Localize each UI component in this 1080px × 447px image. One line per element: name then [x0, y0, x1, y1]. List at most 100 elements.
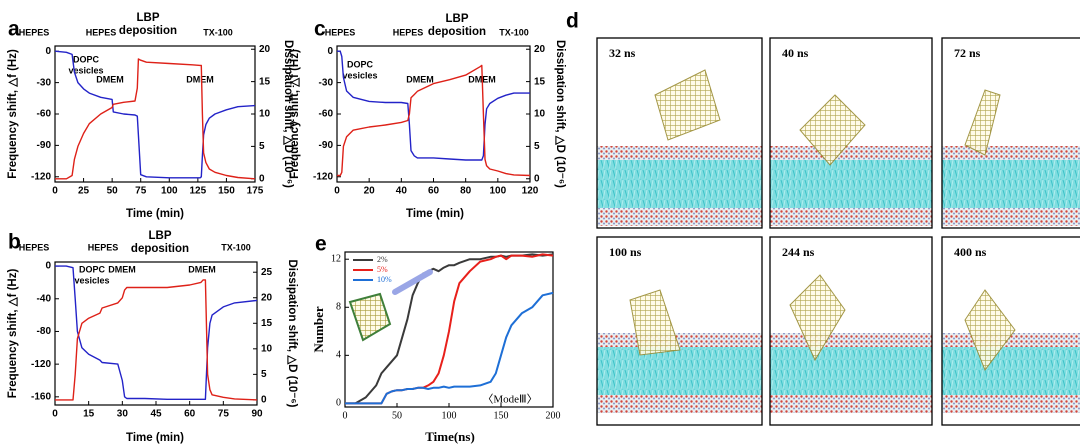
y-tick-label: -120: [313, 171, 333, 182]
annotation: LBP: [446, 13, 469, 25]
frame-time-label: 100 ns: [609, 245, 642, 259]
x-tick-label: 75: [218, 409, 230, 420]
annotation: DOPC: [73, 54, 100, 64]
x-tick-label: 0: [334, 186, 340, 197]
y2-tick-label: 5: [259, 141, 265, 152]
x-tick-label: 15: [83, 409, 95, 420]
x-tick-label: 25: [78, 186, 90, 197]
panel: b 0 15 30 45 60 75 90 -160 -120 -80 -40 0 0 5 10 15 20 25 T…: [7, 230, 298, 444]
y2-tick-label: 25: [261, 267, 273, 278]
y-tick-label: -30: [37, 77, 52, 88]
annotation: DOPC: [347, 59, 374, 69]
frame-time-label: 400 ns: [954, 245, 987, 259]
frame-time-label: 40 ns: [782, 46, 809, 60]
md-frame: 40 ns: [769, 37, 933, 229]
annotation: DMEM: [186, 74, 214, 84]
frame-content: [597, 38, 762, 228]
x-tick-label: 100: [161, 186, 178, 197]
x-tick-label: 45: [150, 409, 162, 420]
y2-axis-label: Dissipation shift, △D (10⁻⁶): [282, 40, 294, 188]
membrane-core: [597, 160, 762, 210]
frame-content: [770, 38, 932, 228]
md-frame: 400 ns: [941, 236, 1080, 426]
y-tick-label: -30: [319, 77, 334, 88]
annotation: HEPES: [19, 27, 50, 37]
y2-axis-label: Dissipation shift, △D (10⁻⁶): [554, 40, 566, 188]
legend-label: 2%: [377, 255, 388, 264]
md-frame: 72 ns: [941, 37, 1080, 229]
annotation: HEPES: [393, 27, 424, 37]
x-tick-label: 0: [343, 410, 348, 421]
md-frame: 244 ns: [769, 236, 933, 426]
y2-tick-label: 15: [534, 76, 546, 87]
y-tick-label: 0: [45, 46, 51, 57]
x-tick-label: 50: [392, 410, 402, 421]
y2-tick-label: 15: [261, 318, 273, 329]
x-tick-label: 60: [428, 186, 440, 197]
nanosheet: [654, 69, 721, 141]
annotation: LBP: [137, 12, 160, 24]
frame-time-label: 32 ns: [609, 46, 636, 60]
panel-label: a: [8, 18, 20, 41]
y-tick-label: 8: [336, 302, 341, 313]
nanosheet: [799, 94, 866, 166]
y-tick-label: 0: [327, 46, 333, 57]
y2-tick-label: 15: [259, 76, 271, 87]
annotation: vesicles: [68, 65, 103, 75]
nanosheet: [964, 89, 1001, 156]
membrane-core: [942, 347, 1080, 397]
y-tick-label: -120: [31, 359, 51, 370]
y2-tick-label: 10: [261, 343, 273, 354]
frame-content: [770, 237, 932, 425]
membrane-bottom: [770, 395, 932, 413]
md-frame: 32 ns: [596, 37, 763, 229]
annotation: 〈ModeⅢ〉: [482, 393, 537, 406]
frame-border: [941, 236, 1080, 426]
x-tick-label: 125: [190, 186, 207, 197]
membrane-core: [942, 160, 1080, 210]
y-tick-label: -90: [319, 140, 334, 151]
membrane-bottom: [942, 208, 1080, 226]
x-tick-label: 100: [442, 410, 457, 421]
y-tick-label: 4: [336, 350, 341, 361]
annotation: DMEM: [96, 74, 124, 84]
data-line: [55, 279, 258, 401]
membrane-top: [770, 146, 932, 164]
x-tick-label: 75: [135, 186, 147, 197]
frame-content: [942, 38, 1080, 228]
data-line: [345, 253, 554, 405]
frame-border: [596, 37, 763, 229]
x-tick-label: 0: [52, 186, 58, 197]
annotation: TX-100: [499, 27, 529, 37]
y-tick-label: 0: [336, 398, 341, 409]
annotation: TX-100: [221, 242, 251, 252]
panel-label: d: [566, 10, 579, 33]
data-line: [337, 64, 531, 177]
x-axis-label: Time (min): [126, 432, 184, 444]
x-tick-label: 150: [494, 410, 509, 421]
annotation: deposition: [119, 25, 177, 37]
membrane-bottom: [597, 395, 762, 413]
nanosheet: [629, 289, 681, 356]
panel: e 0 50 100 150 200 0 4 8 12 Time(ns) Number 〈ModeⅢ〉 2…: [311, 233, 561, 444]
annotation: DOPC: [79, 264, 106, 274]
y2-tick-label: 5: [261, 369, 267, 380]
x-tick-label: 40: [396, 186, 408, 197]
annotation: DMEM: [188, 264, 216, 274]
x-tick-label: 100: [489, 186, 506, 197]
x-tick-label: 150: [218, 186, 235, 197]
x-axis-label: Time (min): [126, 208, 184, 220]
y2-tick-label: 0: [259, 173, 265, 184]
annotation: HEPES: [19, 242, 50, 252]
y-axis-label: Frequency shift, △f (Hz): [7, 49, 19, 179]
x-tick-label: 200: [546, 410, 561, 421]
y-tick-label: -60: [37, 109, 52, 120]
x-tick-label: 50: [107, 186, 119, 197]
panel-label: c: [314, 18, 326, 41]
membrane-bottom: [942, 395, 1080, 413]
inset-sheet: [348, 292, 392, 342]
membrane-core: [770, 347, 932, 397]
annotation: vesicles: [342, 70, 377, 80]
